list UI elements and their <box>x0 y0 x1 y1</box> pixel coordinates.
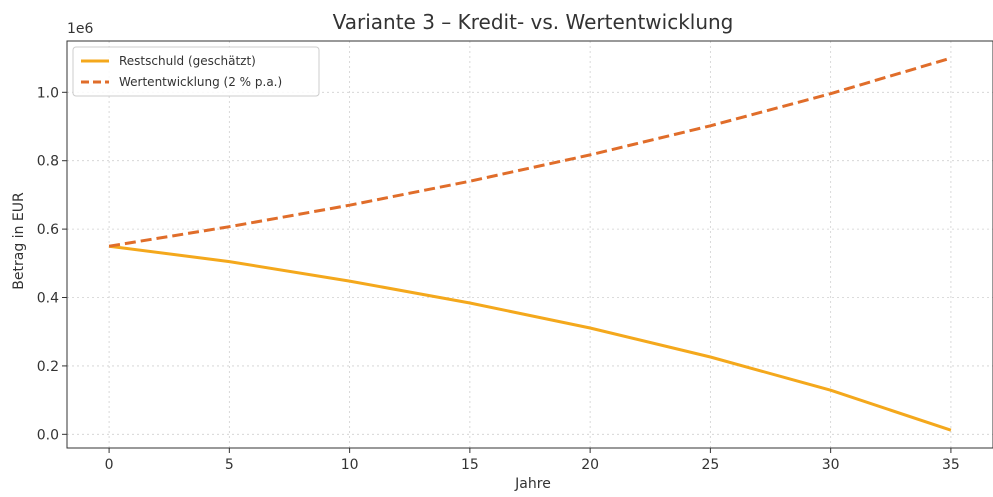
x-tick-label: 30 <box>822 457 840 473</box>
legend-label: Restschuld (geschätzt) <box>119 54 256 68</box>
x-tick-label: 25 <box>701 457 719 473</box>
x-tick-label: 15 <box>461 457 479 473</box>
x-tick-label: 0 <box>105 457 114 473</box>
axis-ticks: 0 5 10 15 20 25 30 35 0.0 0.2 0.4 0.6 0.8 1.0 <box>37 85 960 473</box>
x-tick-label: 10 <box>341 457 359 473</box>
y-tick-label: 0.8 <box>37 154 59 170</box>
y-axis-offset-label: 1e6 <box>67 21 94 37</box>
chart-title: Variante 3 – Kredit- vs. Wertentwicklung <box>333 10 734 34</box>
x-tick-label: 35 <box>942 457 960 473</box>
series-lines <box>109 58 951 430</box>
y-axis-label: Betrag in EUR <box>11 192 27 290</box>
y-tick-label: 0.0 <box>37 427 59 443</box>
grid <box>67 41 993 448</box>
x-tick-label: 5 <box>225 457 234 473</box>
series-line-restschuld <box>109 246 951 430</box>
legend: Restschuld (geschätzt) Wertentwicklung (2… <box>73 47 319 96</box>
legend-label: Wertentwicklung (2 % p.a.) <box>119 75 282 89</box>
x-tick-label: 20 <box>581 457 599 473</box>
y-tick-label: 0.6 <box>37 222 59 238</box>
y-tick-label: 0.2 <box>37 359 59 375</box>
y-tick-label: 0.4 <box>37 291 59 307</box>
y-tick-label: 1.0 <box>37 85 59 101</box>
x-axis-label: Jahre <box>514 476 551 492</box>
plot-frame <box>67 41 993 448</box>
